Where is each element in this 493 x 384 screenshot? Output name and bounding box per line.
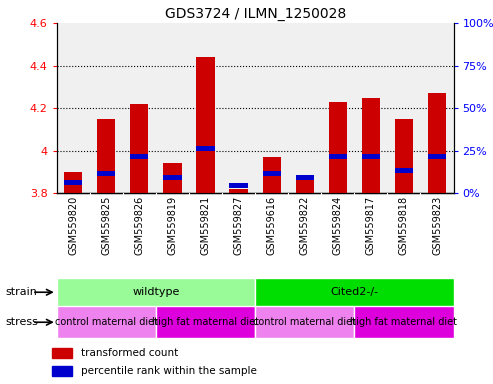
Bar	[395, 119, 413, 193]
Bar	[156, 306, 255, 338]
Bar	[255, 306, 354, 338]
Bar	[64, 180, 82, 185]
Text: GSM559827: GSM559827	[234, 196, 244, 255]
Bar	[230, 184, 247, 188]
Bar	[130, 104, 148, 193]
Bar	[57, 278, 255, 306]
Text: GSM559821: GSM559821	[201, 196, 211, 255]
Text: GSM559824: GSM559824	[333, 196, 343, 255]
Bar	[163, 164, 181, 193]
Text: GSM559822: GSM559822	[300, 196, 310, 255]
Text: GSM559818: GSM559818	[399, 196, 409, 255]
Text: GSM559817: GSM559817	[366, 196, 376, 255]
Bar	[428, 154, 446, 159]
Bar	[362, 154, 380, 159]
Bar	[296, 175, 314, 180]
Bar	[57, 306, 156, 338]
Bar	[329, 154, 347, 159]
Bar	[329, 102, 347, 193]
Text: stress: stress	[5, 317, 38, 327]
Text: control maternal diet: control maternal diet	[55, 317, 158, 327]
Bar	[97, 119, 115, 193]
Bar	[196, 146, 214, 151]
Bar	[163, 175, 181, 180]
Text: GSM559819: GSM559819	[168, 196, 177, 255]
Bar	[130, 154, 148, 159]
Bar	[354, 306, 454, 338]
Bar	[64, 172, 82, 193]
Text: transformed count: transformed count	[81, 348, 178, 358]
Bar	[196, 57, 214, 193]
Text: Cited2-/-: Cited2-/-	[330, 287, 379, 297]
Bar	[296, 179, 314, 193]
Text: GSM559826: GSM559826	[135, 196, 144, 255]
Bar	[52, 366, 72, 376]
Bar	[52, 348, 72, 358]
Text: GSM559825: GSM559825	[101, 196, 111, 255]
Bar	[263, 172, 281, 176]
Bar	[428, 93, 446, 193]
Text: percentile rank within the sample: percentile rank within the sample	[81, 366, 257, 376]
Bar	[255, 278, 454, 306]
Text: GSM559820: GSM559820	[68, 196, 78, 255]
Text: GSM559823: GSM559823	[432, 196, 442, 255]
Text: wildtype: wildtype	[132, 287, 179, 297]
Bar	[230, 189, 247, 193]
Text: high fat maternal diet: high fat maternal diet	[152, 317, 259, 327]
Bar	[395, 168, 413, 173]
Title: GDS3724 / ILMN_1250028: GDS3724 / ILMN_1250028	[165, 7, 346, 21]
Text: high fat maternal diet: high fat maternal diet	[351, 317, 458, 327]
Bar	[362, 98, 380, 193]
Text: GSM559616: GSM559616	[267, 196, 277, 255]
Bar	[97, 172, 115, 176]
Bar	[263, 157, 281, 193]
Text: control maternal diet: control maternal diet	[253, 317, 356, 327]
Text: strain: strain	[5, 287, 37, 297]
